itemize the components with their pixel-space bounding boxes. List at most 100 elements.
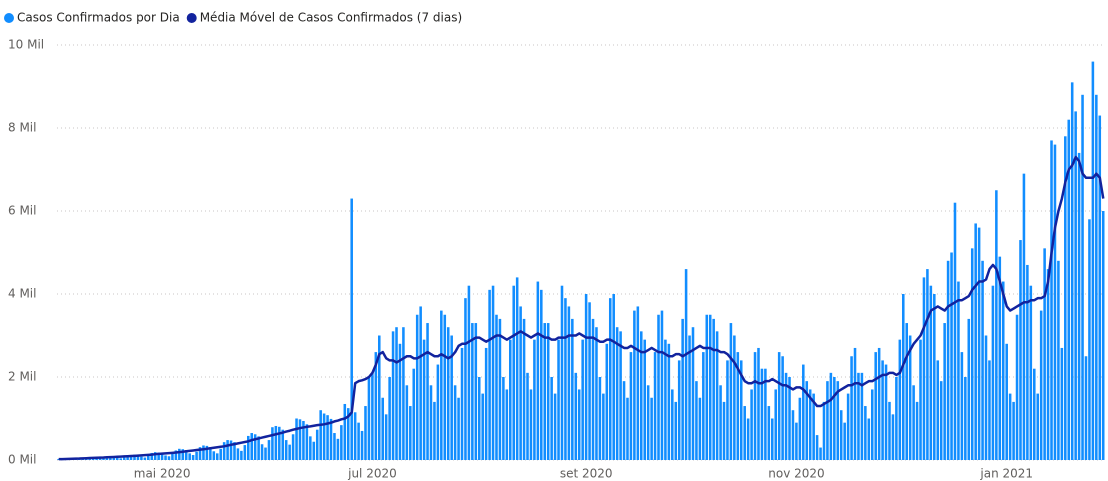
bar: [946, 260, 950, 460]
bar: [864, 406, 867, 460]
bar: [1039, 310, 1043, 460]
bar: [964, 377, 967, 460]
bar: [495, 314, 498, 460]
bar: [133, 454, 136, 460]
bar: [484, 347, 488, 460]
bar: [1033, 368, 1036, 460]
bar: [650, 397, 653, 460]
bar: [867, 418, 871, 460]
bar: [739, 360, 743, 460]
bar: [605, 343, 609, 460]
bar: [922, 277, 926, 460]
bar: [202, 445, 205, 460]
bar: [140, 456, 143, 460]
bar: [588, 302, 591, 460]
bar: [957, 281, 960, 460]
bar: [733, 335, 736, 460]
bar: [643, 339, 646, 460]
bar: [815, 435, 819, 460]
bar: [908, 335, 912, 460]
bar: [691, 327, 695, 460]
bar: [477, 377, 481, 460]
bar: [171, 453, 174, 460]
bar: [615, 327, 619, 460]
bar: [312, 441, 316, 460]
bar: [1050, 140, 1053, 460]
bar: [147, 455, 150, 460]
bar: [415, 314, 419, 460]
bar: [1015, 314, 1019, 460]
bar: [705, 314, 709, 460]
bar: [98, 457, 102, 460]
bar: [253, 434, 257, 460]
bar: [798, 397, 802, 460]
bar: [912, 385, 915, 460]
bar: [446, 327, 450, 460]
bar: [960, 352, 964, 460]
bar: [708, 314, 712, 460]
bar: [677, 360, 681, 460]
bar: [991, 285, 995, 460]
bar: [450, 335, 453, 460]
bar: [264, 447, 267, 460]
bar: [767, 406, 771, 460]
bar: [364, 406, 367, 460]
bar: [419, 306, 422, 460]
bar: [781, 356, 784, 460]
bar: [529, 389, 533, 460]
bar: [498, 318, 502, 460]
bar: [474, 323, 478, 460]
bar: [1043, 248, 1046, 460]
bar: [660, 310, 664, 460]
bar: [584, 294, 588, 460]
bar: [181, 449, 185, 460]
bar: [426, 323, 429, 460]
bar: [343, 403, 347, 460]
bar: [622, 381, 626, 460]
bar: [322, 413, 326, 460]
bar: [577, 389, 581, 460]
bar: [777, 352, 781, 460]
bar: [515, 277, 519, 460]
bar: [557, 339, 560, 460]
legend-marker: [186, 13, 197, 23]
bar: [546, 323, 550, 460]
bar: [846, 393, 850, 460]
bar: [839, 410, 843, 460]
bar: [1026, 264, 1029, 460]
bar: [808, 389, 812, 460]
bar: [398, 343, 402, 460]
bar: [57, 458, 60, 460]
bar: [1001, 281, 1005, 460]
bar: [1019, 240, 1022, 460]
bar: [784, 372, 788, 460]
bar: [116, 457, 119, 460]
bar: [1029, 285, 1033, 460]
bar: [481, 393, 484, 460]
legend-label: Casos Confirmados por Dia: [17, 11, 180, 25]
bar: [664, 339, 667, 460]
bar: [236, 448, 240, 460]
bar: [257, 436, 260, 460]
bar: [167, 456, 171, 460]
bar: [753, 352, 757, 460]
y-tick-label: 0 Mil: [8, 453, 36, 467]
bar: [1046, 269, 1050, 460]
bar: [502, 377, 505, 460]
bar: [226, 440, 229, 460]
y-tick-label: 4 Mil: [8, 287, 36, 301]
bar: [1084, 356, 1088, 460]
bar: [471, 323, 474, 460]
bar: [95, 458, 98, 460]
bar: [453, 385, 457, 460]
bar: [164, 455, 167, 460]
bar: [191, 455, 195, 460]
bar: [757, 347, 760, 460]
bar: [750, 389, 753, 460]
bar: [174, 450, 178, 460]
bar: [633, 310, 636, 460]
bar: [136, 455, 140, 460]
x-tick-label: set 2020: [560, 467, 613, 481]
bar: [681, 318, 684, 460]
bar: [674, 401, 678, 460]
